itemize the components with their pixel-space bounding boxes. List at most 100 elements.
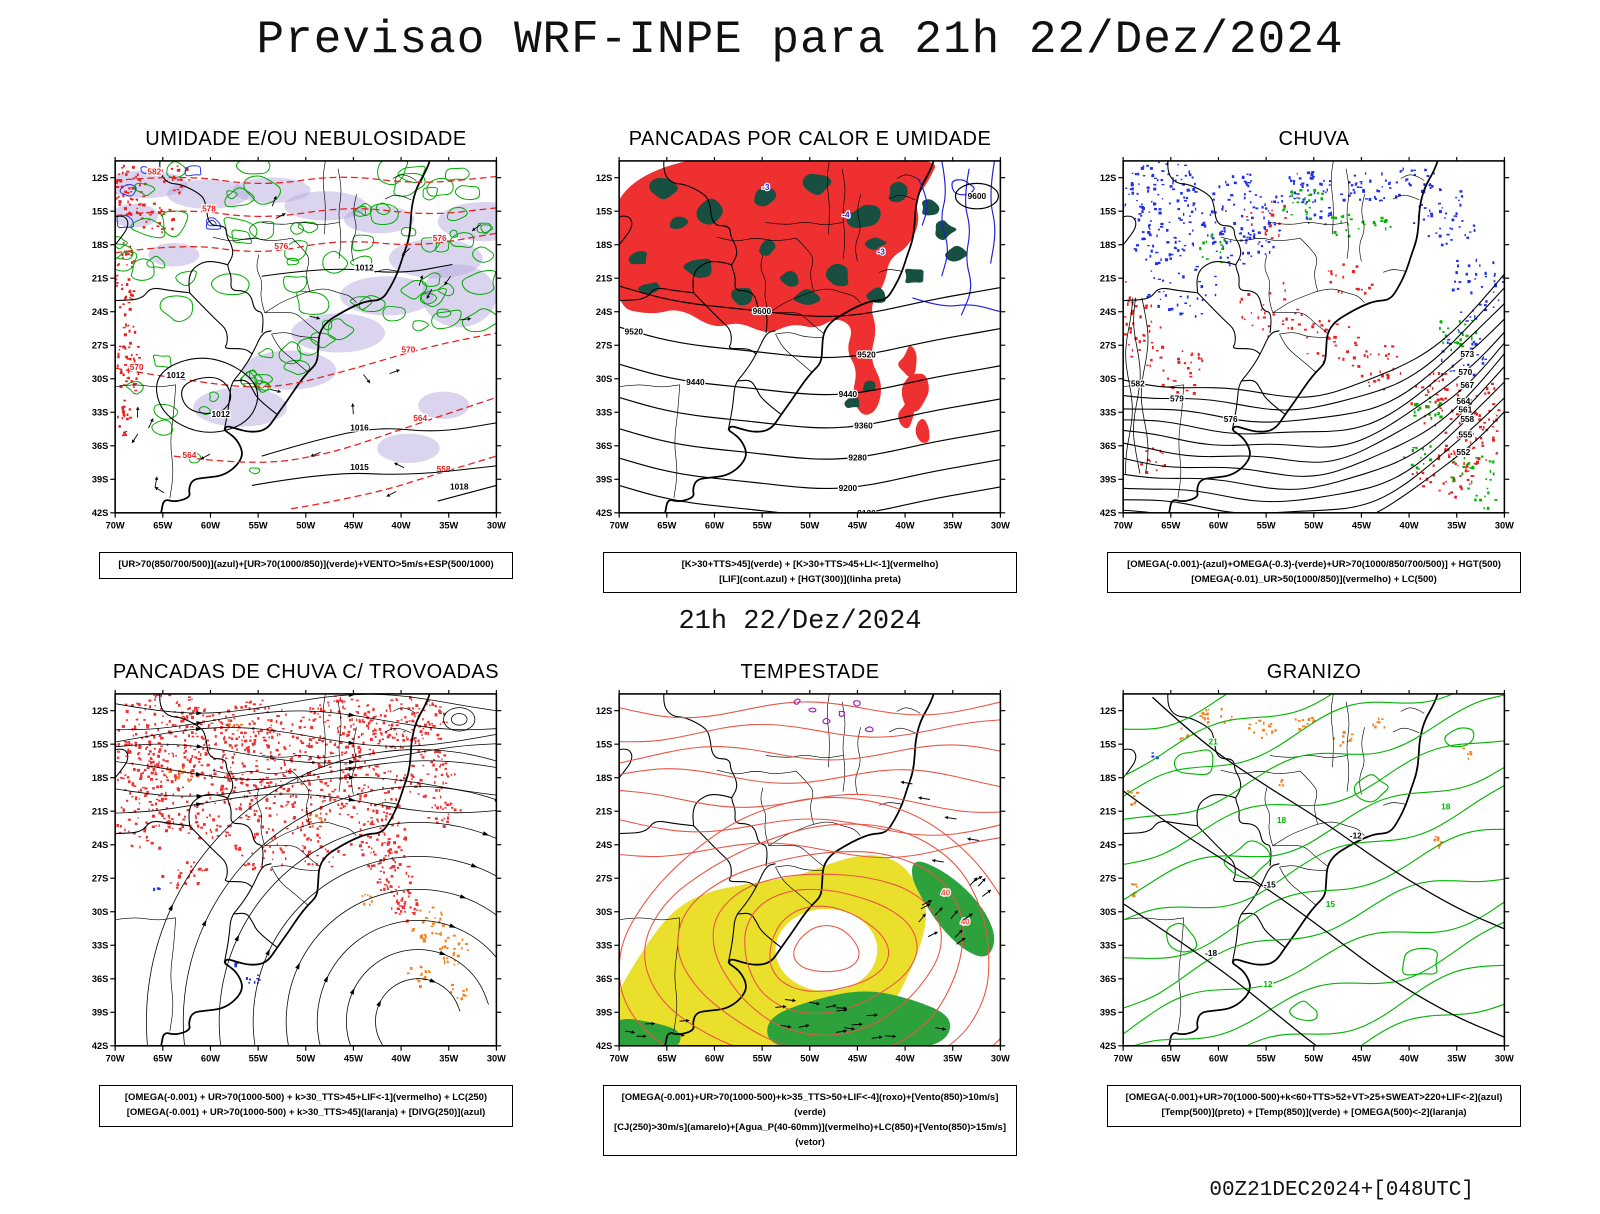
svg-text:36S: 36S [1100, 441, 1117, 451]
svg-text:21S: 21S [92, 807, 109, 817]
svg-text:65W: 65W [1161, 1054, 1180, 1064]
svg-text:35W: 35W [1447, 520, 1466, 530]
svg-text:39S: 39S [596, 1008, 613, 1018]
svg-text:60W: 60W [1209, 1054, 1228, 1064]
svg-text:33S: 33S [92, 407, 109, 417]
svg-text:33S: 33S [1100, 407, 1117, 417]
svg-text:27S: 27S [92, 874, 109, 884]
svg-text:9280: 9280 [848, 452, 867, 462]
svg-text:40W: 40W [1400, 520, 1419, 530]
svg-text:55W: 55W [249, 1054, 268, 1064]
caption-line: [OMEGA(-0.001)+UR>70(1000-500)+k>35_TTS>… [608, 1091, 1012, 1120]
svg-text:9600: 9600 [968, 191, 987, 201]
svg-text:582: 582 [1131, 378, 1145, 388]
svg-text:27S: 27S [596, 340, 613, 350]
svg-text:39S: 39S [1100, 1008, 1117, 1018]
caption-line: [LIF](cont.azul) + [HGT(300)](linha pret… [608, 573, 1012, 588]
svg-text:12S: 12S [1100, 173, 1117, 183]
svg-text:36S: 36S [596, 441, 613, 451]
svg-text:564: 564 [183, 450, 197, 460]
svg-text:36S: 36S [92, 441, 109, 451]
svg-text:50W: 50W [800, 1054, 819, 1064]
svg-text:35W: 35W [943, 520, 962, 530]
svg-text:24S: 24S [92, 307, 109, 317]
svg-text:15S: 15S [92, 206, 109, 216]
svg-text:1012: 1012 [355, 262, 374, 272]
svg-text:18: 18 [1277, 815, 1287, 825]
svg-text:21S: 21S [596, 273, 613, 283]
map-umidade: 5825785765765705705645645581012101210121… [78, 157, 514, 548]
svg-text:70W: 70W [1114, 1054, 1133, 1064]
svg-text:12S: 12S [596, 706, 613, 716]
svg-text:45W: 45W [848, 520, 867, 530]
svg-text:50W: 50W [296, 520, 315, 530]
svg-text:40W: 40W [392, 1054, 411, 1064]
svg-text:12S: 12S [92, 706, 109, 716]
svg-text:18S: 18S [92, 240, 109, 250]
svg-text:579: 579 [1170, 393, 1184, 403]
svg-text:30S: 30S [1100, 907, 1117, 917]
caption-box-chuva: [OMEGA(-0.001)-(azul)+OMEGA(-0.3)-(verde… [1107, 552, 1521, 593]
svg-text:-12: -12 [1350, 831, 1362, 841]
datetime-subtitle: 21h 22/Dez/2024 [44, 607, 1556, 637]
svg-text:42S: 42S [596, 508, 613, 518]
caption-line: [OMEGA(-0.001) + UR>70(1000-500) + k>30_… [104, 1091, 508, 1106]
svg-text:55W: 55W [753, 1054, 772, 1064]
svg-text:15S: 15S [1100, 206, 1117, 216]
svg-text:570: 570 [130, 362, 144, 372]
svg-text:70W: 70W [610, 520, 629, 530]
svg-text:15S: 15S [92, 740, 109, 750]
svg-text:65W: 65W [657, 520, 676, 530]
svg-text:36S: 36S [596, 974, 613, 984]
svg-text:40: 40 [941, 888, 951, 898]
svg-text:70W: 70W [106, 520, 125, 530]
svg-text:42S: 42S [1100, 508, 1117, 518]
panel-title-granizo: GRANIZO [1267, 661, 1362, 684]
svg-text:35W: 35W [439, 1054, 458, 1064]
svg-text:573: 573 [1460, 349, 1474, 359]
svg-text:564: 564 [413, 413, 427, 423]
svg-text:9360: 9360 [854, 420, 873, 430]
svg-text:27S: 27S [1100, 340, 1117, 350]
svg-text:-3: -3 [762, 182, 770, 192]
svg-text:1018: 1018 [450, 481, 469, 491]
svg-text:576: 576 [433, 233, 447, 243]
svg-text:12S: 12S [596, 173, 613, 183]
svg-text:-3: -3 [877, 247, 885, 257]
svg-text:65W: 65W [153, 520, 172, 530]
svg-text:70W: 70W [106, 1054, 125, 1064]
svg-text:35W: 35W [439, 520, 458, 530]
svg-text:55W: 55W [1257, 520, 1276, 530]
svg-text:27S: 27S [92, 340, 109, 350]
caption-line: [OMEGA(-0.01)_UR>50(1000/850)](vermelho)… [1112, 573, 1516, 588]
svg-text:24S: 24S [92, 840, 109, 850]
svg-text:60W: 60W [201, 1054, 220, 1064]
svg-text:50W: 50W [800, 520, 819, 530]
svg-text:30S: 30S [596, 374, 613, 384]
svg-text:45W: 45W [344, 520, 363, 530]
svg-text:40W: 40W [1400, 1054, 1419, 1064]
svg-text:33S: 33S [596, 407, 613, 417]
svg-text:60W: 60W [201, 520, 220, 530]
svg-text:18S: 18S [596, 240, 613, 250]
svg-text:45W: 45W [1352, 520, 1371, 530]
svg-text:55W: 55W [753, 520, 772, 530]
panel-title-chuva: CHUVA [1278, 128, 1349, 151]
svg-text:24S: 24S [596, 307, 613, 317]
svg-text:45W: 45W [848, 1054, 867, 1064]
caption-line: [OMEGA(-0.001)+UR>70(1000-500)+k<60+TTS>… [1112, 1091, 1516, 1106]
svg-text:15S: 15S [596, 206, 613, 216]
svg-text:45W: 45W [1352, 1054, 1371, 1064]
panel-title-tempestade: TEMPESTADE [740, 661, 879, 684]
svg-text:576: 576 [274, 241, 288, 251]
svg-text:-4: -4 [842, 210, 850, 220]
svg-text:30S: 30S [92, 374, 109, 384]
svg-text:15S: 15S [596, 740, 613, 750]
caption-box-pancadas-calor: [K>30+TTS>45](verde) + [K>30+TTS>45+LI<-… [603, 552, 1017, 593]
caption-box-umidade: [UR>70(850/700/500)](azul)+[UR>70(1000/8… [99, 552, 513, 579]
svg-text:60W: 60W [1209, 520, 1228, 530]
svg-text:578: 578 [202, 204, 216, 214]
